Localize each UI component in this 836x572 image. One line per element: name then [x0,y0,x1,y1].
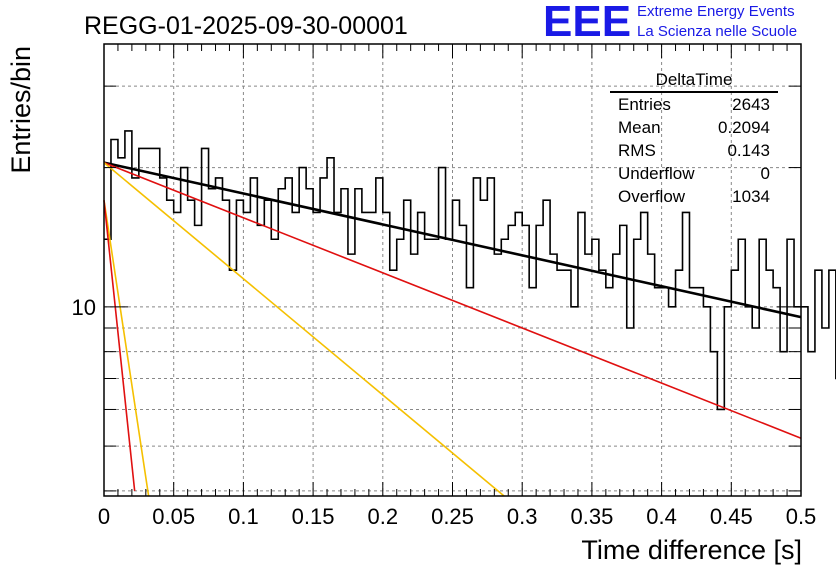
org-name-line2: La Scienza nelle Scuole [637,23,798,40]
x-tick-label: 0.45 [710,504,753,529]
stats-label: Mean [618,118,661,137]
stats-box-title: DeltaTime [610,70,778,93]
fit-function-line [103,162,505,497]
y-tick-label: 10 [72,295,96,320]
histogram-line [104,130,836,411]
stats-box: DeltaTime Entries 2643 Mean 0.2094 RMS 0… [610,70,778,208]
x-tick-label: 0.5 [786,504,817,529]
fit-function-line [103,200,150,497]
stats-row-underflow: Underflow 0 [610,162,778,185]
stats-value: 0.143 [727,141,770,160]
x-tick-label: 0.35 [570,504,613,529]
x-tick-label: 0.05 [152,504,195,529]
x-tick-label: 0.25 [431,504,474,529]
fit-function-line [103,200,136,491]
x-tick-label: 0.2 [368,504,399,529]
fit-functions [103,161,802,497]
axis-ticks [103,44,802,496]
org-name-line1: Extreme Energy Events [637,3,795,20]
stats-row-overflow: Overflow 1034 [610,185,778,208]
eee-logo: EEE [543,0,632,46]
fit-function-line [103,161,802,319]
stats-value: 1034 [732,187,770,206]
stats-row-entries: Entries 2643 [610,93,778,116]
histogram-series [104,130,836,411]
x-tick-label: 0 [98,504,110,529]
x-tick-label: 0.15 [292,504,335,529]
stats-row-rms: RMS 0.143 [610,139,778,162]
y-axis-label: Entries/bin [6,46,36,174]
grid-lines [104,44,801,496]
chart-title: REGG-01-2025-09-30-00001 [84,12,408,40]
stats-label: RMS [618,141,656,160]
x-tick-label: 0.4 [646,504,677,529]
stats-value: 2643 [732,95,770,114]
stats-label: Entries [618,95,671,114]
stats-label: Underflow [618,164,695,183]
stats-value: 0.2094 [718,118,770,137]
fit-function-line [103,161,802,439]
x-tick-label: 0.1 [228,504,259,529]
x-tick-label: 0.3 [507,504,538,529]
stats-row-mean: Mean 0.2094 [610,116,778,139]
axis-tick-labels: 0 0.05 0.1 0.15 0.2 0.25 0.3 0.35 0.4 0.45 0.5 10 [72,295,817,529]
stats-value: 0 [760,164,770,183]
x-axis-label: Time difference [s] [581,535,802,565]
stats-label: Overflow [618,187,686,206]
